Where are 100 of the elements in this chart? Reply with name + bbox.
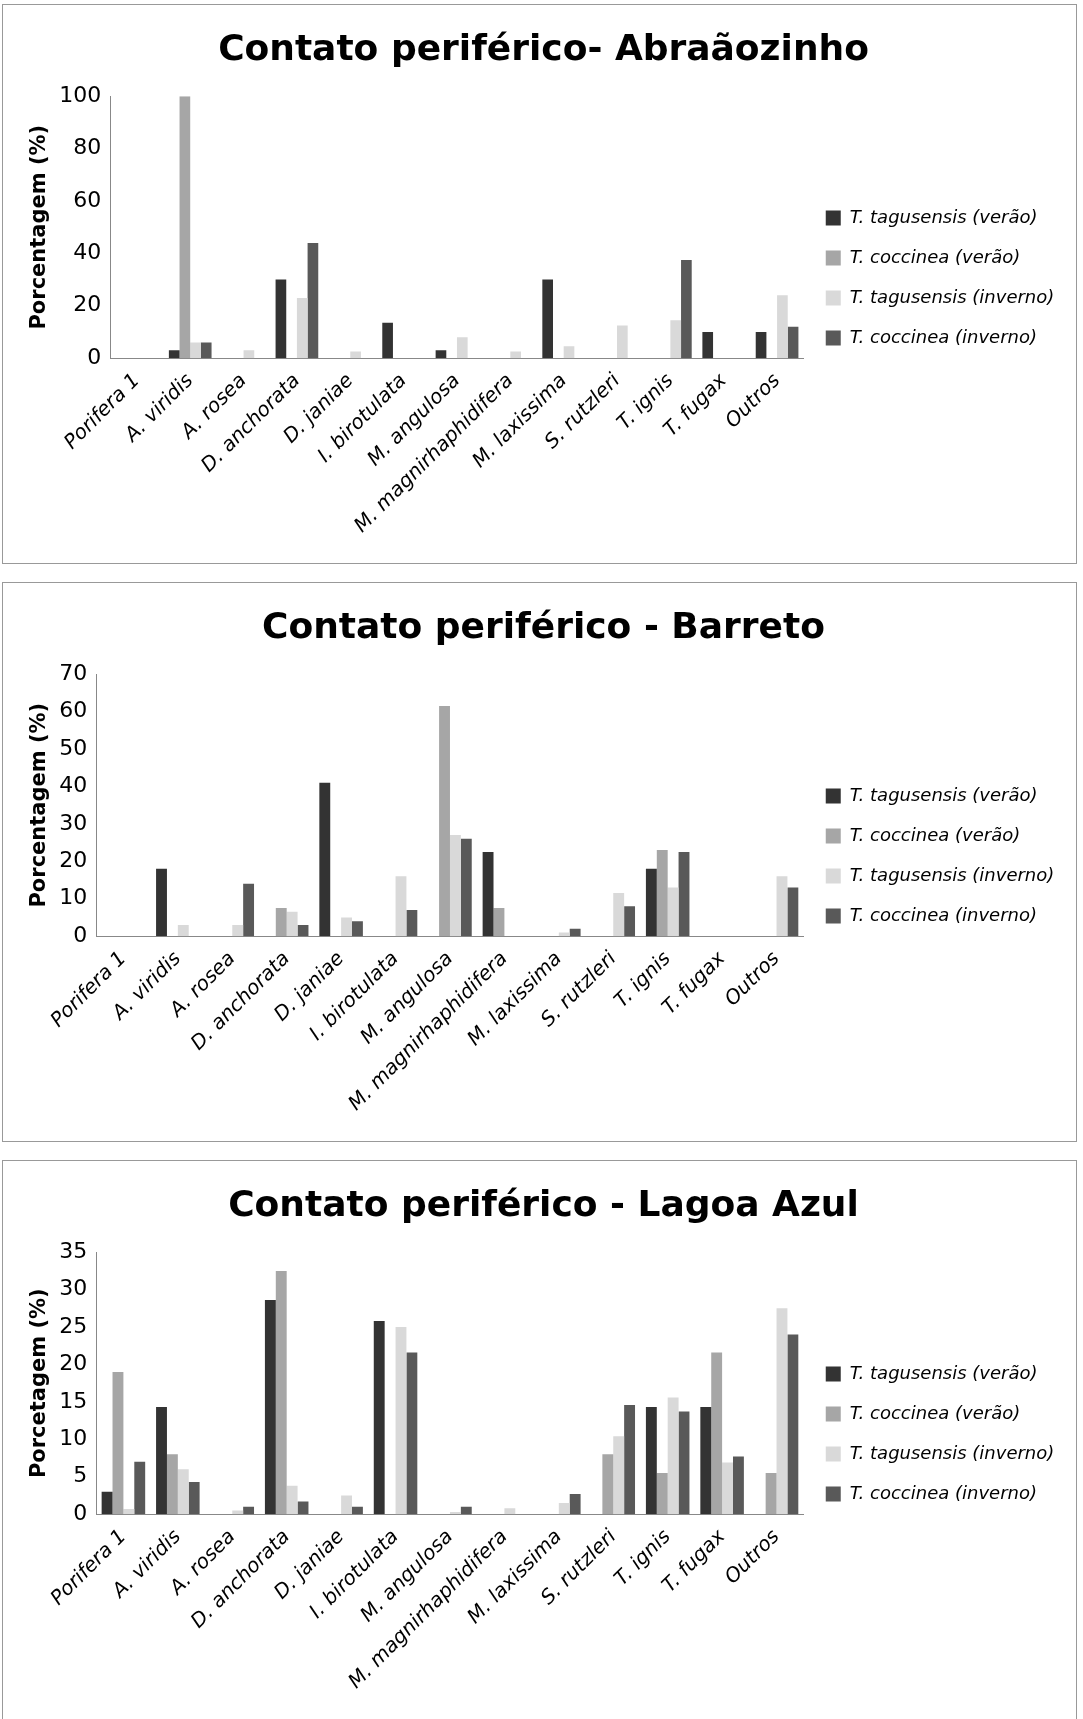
bar bbox=[656, 1472, 668, 1515]
bar bbox=[112, 1371, 124, 1515]
bar bbox=[200, 342, 212, 359]
bar bbox=[722, 1462, 733, 1515]
bar bbox=[755, 331, 767, 359]
bar bbox=[681, 259, 692, 359]
bar bbox=[156, 1407, 167, 1515]
bar bbox=[678, 1411, 690, 1515]
bar bbox=[382, 322, 393, 359]
bar bbox=[667, 887, 679, 937]
bar bbox=[670, 320, 682, 359]
y-tick-label: 30 bbox=[59, 1275, 88, 1301]
bar bbox=[645, 868, 657, 937]
bar bbox=[624, 1404, 636, 1515]
legend-label: T. tagusensis (verão) bbox=[849, 205, 1038, 227]
bar bbox=[602, 1454, 614, 1515]
y-tick-label: 60 bbox=[59, 697, 88, 723]
bar bbox=[787, 1334, 799, 1515]
bar bbox=[179, 96, 191, 359]
legend-label: T. coccinea (inverno) bbox=[849, 1481, 1037, 1503]
legend-label: T. tagusensis (inverno) bbox=[849, 1441, 1055, 1463]
bar bbox=[232, 1510, 244, 1515]
chart-title: Contato periférico - Lagoa Azul bbox=[228, 1182, 859, 1224]
bar bbox=[243, 350, 255, 359]
y-tick-label: 10 bbox=[59, 884, 88, 910]
chart-title: Contato periférico - Barreto bbox=[262, 604, 825, 646]
bar bbox=[395, 1327, 407, 1515]
y-tick-label: 80 bbox=[73, 134, 102, 160]
bar bbox=[307, 242, 319, 359]
y-tick-label: 0 bbox=[87, 343, 102, 369]
bar bbox=[243, 883, 255, 937]
y-tick-label: 100 bbox=[59, 81, 102, 107]
bar bbox=[286, 1485, 298, 1515]
bar bbox=[156, 868, 167, 937]
bar bbox=[439, 706, 450, 937]
bar bbox=[350, 351, 361, 359]
y-tick-label: 40 bbox=[59, 772, 88, 798]
bar bbox=[702, 331, 714, 359]
bar bbox=[678, 851, 690, 937]
bar bbox=[645, 1407, 657, 1515]
y-tick-label: 30 bbox=[59, 809, 88, 835]
y-tick-label: 20 bbox=[73, 291, 102, 317]
bar bbox=[624, 906, 636, 937]
bar bbox=[667, 1397, 679, 1515]
bar bbox=[613, 1436, 625, 1515]
legend-label: T. tagusensis (inverno) bbox=[849, 863, 1055, 885]
bar bbox=[101, 1491, 113, 1515]
y-tick-label: 0 bbox=[73, 1499, 88, 1525]
bar bbox=[493, 908, 505, 937]
bar bbox=[297, 924, 309, 937]
y-tick-label: 5 bbox=[73, 1462, 88, 1488]
bar bbox=[460, 1506, 472, 1515]
bar bbox=[232, 924, 244, 937]
legend-label: T. tagusensis (verão) bbox=[849, 783, 1038, 805]
bar bbox=[297, 1501, 309, 1515]
bar bbox=[569, 928, 581, 937]
bar bbox=[341, 917, 352, 937]
y-axis-title: Porcentagem (%) bbox=[26, 702, 51, 908]
y-tick-label: 70 bbox=[59, 659, 88, 685]
bar bbox=[449, 835, 461, 937]
bar bbox=[435, 350, 447, 359]
bar bbox=[711, 1352, 723, 1515]
bar bbox=[558, 1502, 570, 1515]
legend-label: T. coccinea (inverno) bbox=[849, 903, 1037, 925]
bar bbox=[613, 893, 625, 937]
legend-label: T. tagusensis (inverno) bbox=[849, 285, 1055, 307]
bar bbox=[373, 1321, 385, 1515]
chart-title: Contato periférico- Abraãozinho bbox=[218, 26, 869, 68]
bar bbox=[510, 351, 521, 359]
bar bbox=[296, 297, 308, 359]
bar bbox=[275, 908, 287, 937]
bar bbox=[275, 1270, 287, 1515]
y-tick-label: 50 bbox=[59, 734, 88, 760]
bar bbox=[449, 1511, 461, 1515]
bar bbox=[319, 782, 331, 937]
bar bbox=[563, 346, 575, 359]
bar bbox=[352, 1506, 363, 1515]
y-tick-label: 60 bbox=[73, 186, 102, 212]
bar bbox=[166, 1454, 178, 1515]
bar bbox=[286, 911, 298, 937]
bar bbox=[460, 838, 472, 937]
bar bbox=[558, 932, 570, 937]
bar bbox=[352, 921, 363, 937]
legend-label: T. coccinea (verão) bbox=[849, 245, 1021, 267]
y-tick-label: 35 bbox=[59, 1237, 88, 1263]
bar bbox=[732, 1456, 744, 1515]
bar bbox=[777, 295, 788, 359]
y-tick-label: 20 bbox=[59, 1350, 88, 1376]
bar bbox=[243, 1506, 255, 1515]
y-tick-label: 40 bbox=[73, 239, 102, 265]
y-tick-label: 20 bbox=[59, 847, 88, 873]
bar bbox=[569, 1493, 581, 1515]
bar bbox=[341, 1495, 352, 1515]
bar bbox=[542, 279, 553, 359]
y-axis-title: Porcetagem (%) bbox=[26, 1288, 51, 1479]
bar bbox=[177, 924, 189, 937]
bar bbox=[765, 1472, 777, 1515]
legend-label: T. coccinea (verão) bbox=[849, 823, 1021, 845]
y-tick-label: 15 bbox=[59, 1387, 88, 1413]
bar bbox=[776, 876, 788, 937]
